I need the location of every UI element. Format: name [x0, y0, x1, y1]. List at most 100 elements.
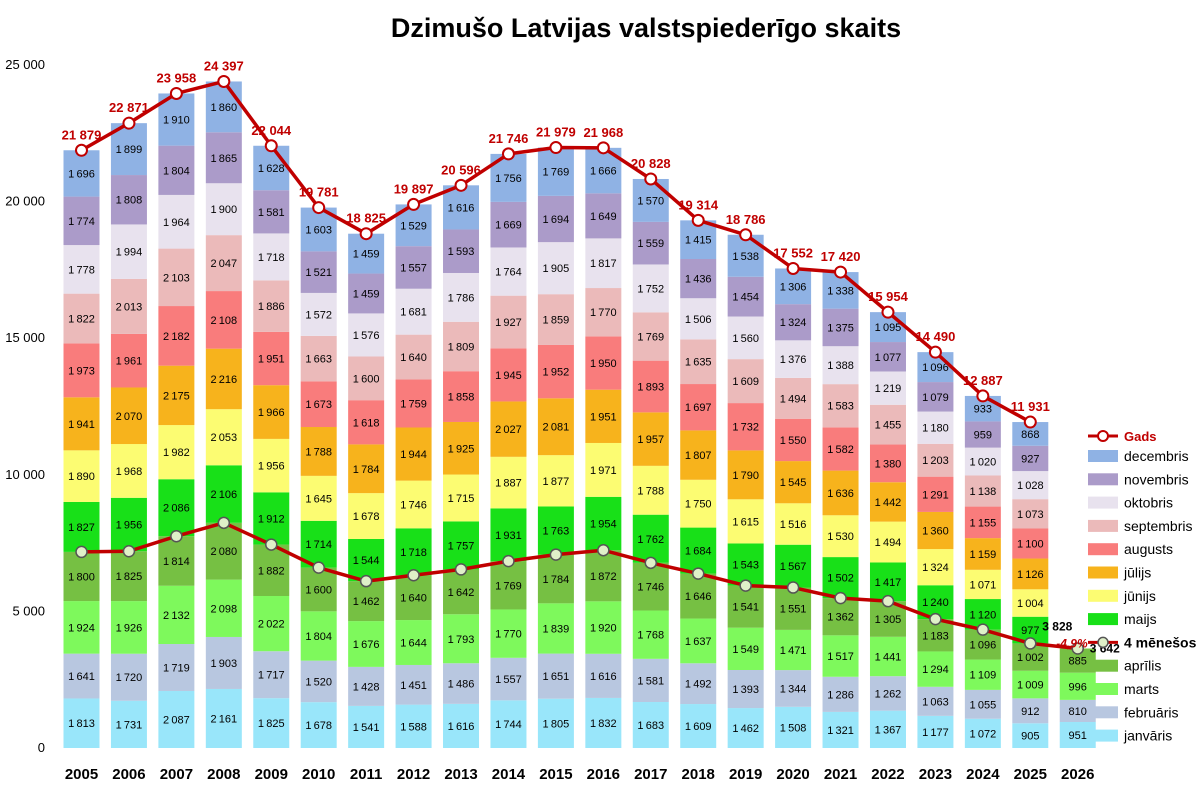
bar-segment: [869, 444, 906, 483]
segment-value-label: 2 047: [210, 258, 237, 270]
bar-segment: [1012, 558, 1049, 590]
annual-total-label: 21 979: [536, 125, 576, 140]
segment-value-label: 1 615: [732, 516, 759, 528]
legend-swatch: [1088, 659, 1118, 672]
segment-value-label: 1 183: [922, 630, 949, 642]
segment-value-label: 2 161: [210, 713, 237, 725]
bar-segment: [680, 573, 717, 619]
segment-value-label: 1 415: [685, 235, 712, 247]
bar-segment: [917, 382, 954, 412]
segment-value-label: 1 746: [400, 499, 427, 511]
segment-value-label: 1 455: [875, 420, 902, 432]
segment-value-label: 1 651: [543, 671, 570, 683]
segment-value-label: 1 793: [448, 634, 475, 646]
annual-total-point: [501, 147, 515, 161]
segment-value-label: 1 973: [68, 365, 95, 377]
annual-total-point: [691, 213, 705, 227]
bar-segment: [348, 400, 385, 445]
legend-marker-4men: [1097, 636, 1109, 649]
bar-segment: [300, 475, 337, 521]
segment-value-label: 810: [1069, 706, 1087, 718]
bar-segment: [680, 663, 717, 705]
x-tick-label: 2018: [682, 766, 715, 783]
four-month-point: [549, 548, 563, 561]
bar-segment: [110, 497, 147, 552]
segment-value-label: 905: [1021, 731, 1039, 743]
bar-segment: [490, 456, 527, 509]
bar-segment: [205, 291, 242, 349]
annual-total-label: 21 968: [583, 125, 623, 140]
bar-segment: [395, 334, 432, 380]
bar-segment: [300, 292, 337, 336]
segment-value-label: 1 055: [970, 699, 997, 711]
bar-segment: [822, 676, 859, 712]
segment-value-label: 1 541: [732, 602, 759, 614]
bar-segment: [585, 601, 622, 654]
annual-total-point: [454, 178, 468, 192]
bar-segment: [822, 515, 859, 558]
segment-value-label: 1 649: [590, 211, 617, 223]
bar-segment: [727, 403, 764, 451]
annual-total-label: 19 897: [394, 181, 434, 196]
segment-value-label: 1 920: [590, 623, 617, 635]
bar-segment: [822, 711, 859, 748]
segment-value-label: 2 080: [210, 546, 237, 558]
bar-segment: [395, 288, 432, 335]
bar-segment: [63, 450, 100, 502]
segment-value-label: 1 286: [827, 689, 854, 701]
x-tick-label: 2024: [966, 766, 1000, 783]
y-axis: 0 5 000 10 000 15 000 20 000 25 000: [5, 57, 45, 755]
segment-value-label: 1 096: [970, 640, 997, 652]
bar-segment: [869, 710, 906, 748]
x-tick-label: 2009: [255, 766, 288, 783]
bar-segment: [205, 348, 242, 410]
segment-value-label: 927: [1021, 453, 1039, 465]
x-tick-label: 2008: [207, 766, 240, 783]
segment-value-label: 1 807: [685, 450, 712, 462]
segment-value-label: 1 637: [685, 636, 712, 648]
segment-value-label: 1 858: [448, 392, 475, 404]
bar-segment: [205, 183, 242, 236]
segment-value-label: 1 635: [685, 357, 712, 369]
x-tick-label: 2013: [444, 766, 477, 783]
segment-value-label: 1 905: [543, 263, 570, 275]
x-tick-label: 2006: [112, 766, 145, 783]
bar-segment: [1012, 698, 1049, 724]
segment-value-label: 1 570: [637, 195, 664, 207]
bar-segment: [300, 702, 337, 748]
segment-value-label: 1 673: [305, 399, 332, 411]
annual-total-point: [928, 345, 942, 359]
segment-value-label: 1 822: [68, 314, 95, 326]
bar-segment: [869, 562, 906, 602]
bar-segment: [443, 663, 480, 704]
annual-total-point: [739, 228, 753, 242]
segment-value-label: 2 022: [258, 619, 285, 631]
change-percent-label: -4,9%: [1056, 636, 1088, 650]
bar-segment: [490, 700, 527, 748]
bar-segment: [822, 427, 859, 471]
segment-value-label: 1 071: [970, 579, 997, 591]
annual-total-label: 17 420: [821, 249, 861, 264]
segment-value-label: 1 714: [305, 539, 332, 551]
bar-segment: [964, 447, 1001, 476]
bar-segment: [537, 653, 574, 699]
bar-segment: [1012, 499, 1049, 529]
segment-value-label: 1 028: [1017, 480, 1044, 492]
bar-segment: [585, 442, 622, 497]
bar-segment: [395, 620, 432, 665]
segment-value-label: 1 486: [448, 679, 475, 691]
bar-segment: [205, 579, 242, 637]
bar-segment: [822, 346, 859, 385]
bar-segment: [680, 479, 717, 528]
bar-segment: [632, 360, 669, 413]
segment-value-label: 1 746: [637, 582, 664, 594]
segment-value-label: 1 825: [258, 718, 285, 730]
segment-value-label: 1 454: [732, 292, 759, 304]
segment-value-label: 1 757: [448, 540, 475, 552]
bar-segment: [917, 549, 954, 586]
bar-segment: [205, 235, 242, 292]
bar-segment: [205, 81, 242, 133]
x-tick-label: 2020: [776, 766, 809, 783]
four-month-line: [81, 521, 1078, 651]
segment-value-label: 1 717: [258, 670, 285, 682]
